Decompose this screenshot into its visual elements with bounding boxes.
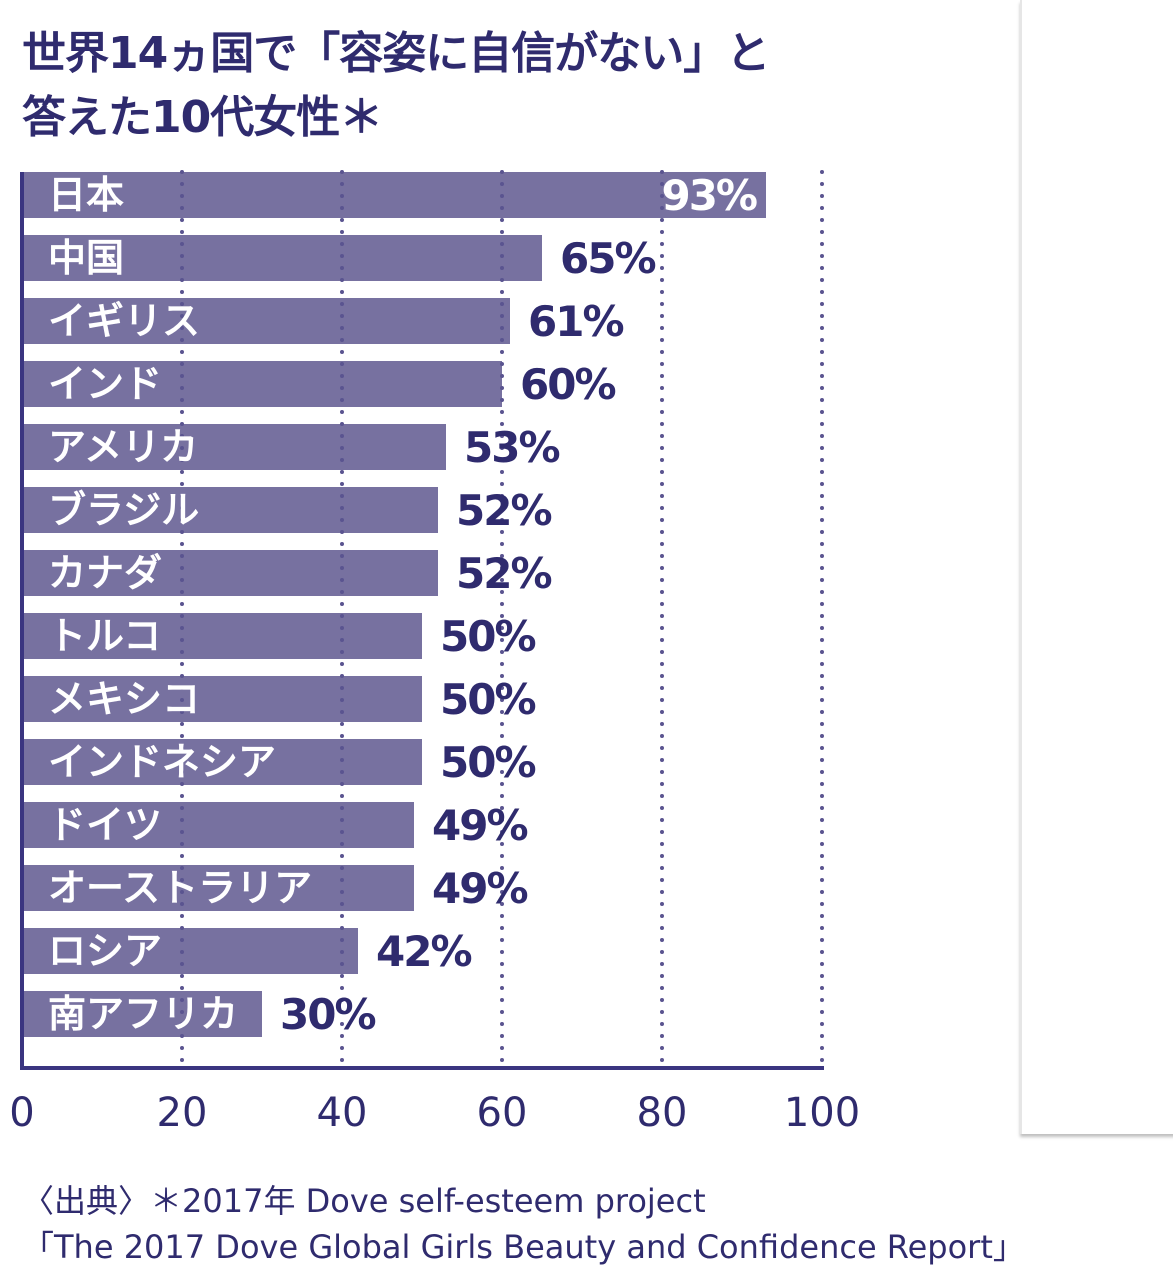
value-label: 53% <box>464 423 559 472</box>
bar-2 <box>22 298 510 344</box>
x-tick-label: 0 <box>9 1090 34 1136</box>
category-label: ドイツ <box>48 803 162 847</box>
category-label: カナダ <box>48 551 162 595</box>
category-label: アメリカ <box>48 425 198 469</box>
bar-chart: 日本 93% 中国 65% イギリス 61% インド 60% アメリカ 53% ブラジル 52% カナダ… <box>9 170 860 1136</box>
category-label: イギリス <box>48 299 200 343</box>
bar-1 <box>22 235 542 281</box>
x-tick-label: 60 <box>477 1090 528 1136</box>
bar-8 <box>22 676 422 722</box>
category-label: ブラジル <box>48 488 199 532</box>
category-label: トルコ <box>48 614 161 658</box>
x-tick-label: 20 <box>157 1090 208 1136</box>
value-label: 50% <box>440 675 535 724</box>
bar-12 <box>22 928 358 974</box>
value-label: 30% <box>280 990 375 1039</box>
title-line-2: 答えた10代女性＊ <box>22 92 383 143</box>
bar-10 <box>22 802 414 848</box>
chart-title: 世界14ヵ国で「容姿に自信がない」と 答えた10代女性＊ <box>22 22 770 150</box>
category-label: 中国 <box>48 236 124 280</box>
category-label: インドネシア <box>48 740 276 784</box>
value-label: 52% <box>456 549 551 598</box>
value-label: 49% <box>432 801 527 850</box>
bar-0 <box>22 172 766 218</box>
value-label: 65% <box>560 234 655 283</box>
bar-4 <box>22 424 446 470</box>
source-line-2: 「The 2017 Dove Global Girls Beauty and C… <box>22 1228 1025 1266</box>
bar-3 <box>22 361 502 407</box>
source-line-1: 〈出典〉＊2017年 Dove self-esteem project <box>22 1182 706 1220</box>
bar-6 <box>22 550 438 596</box>
x-tick-label: 80 <box>637 1090 688 1136</box>
value-label: 61% <box>528 297 623 346</box>
category-label: 南アフリカ <box>48 992 238 1036</box>
value-label: 50% <box>440 612 535 661</box>
value-label: 60% <box>520 360 615 409</box>
value-label: 93% <box>661 171 756 220</box>
bar-5 <box>22 487 438 533</box>
category-label: メキシコ <box>48 677 200 721</box>
side-panel <box>1020 0 1173 1134</box>
category-label: ロシア <box>48 929 162 973</box>
category-label: インド <box>48 362 162 406</box>
category-label: オーストラリア <box>48 866 312 910</box>
category-label: 日本 <box>48 173 124 217</box>
value-label: 42% <box>376 927 471 976</box>
bar-9 <box>22 739 422 785</box>
x-tick-label: 40 <box>317 1090 368 1136</box>
bar-13 <box>22 991 262 1037</box>
value-label: 50% <box>440 738 535 787</box>
bar-11 <box>22 865 414 911</box>
value-label: 52% <box>456 486 551 535</box>
x-tick-label: 100 <box>784 1090 860 1136</box>
value-label: 49% <box>432 864 527 913</box>
title-line-1: 世界14ヵ国で「容姿に自信がない」と <box>22 28 770 79</box>
bar-7 <box>22 613 422 659</box>
